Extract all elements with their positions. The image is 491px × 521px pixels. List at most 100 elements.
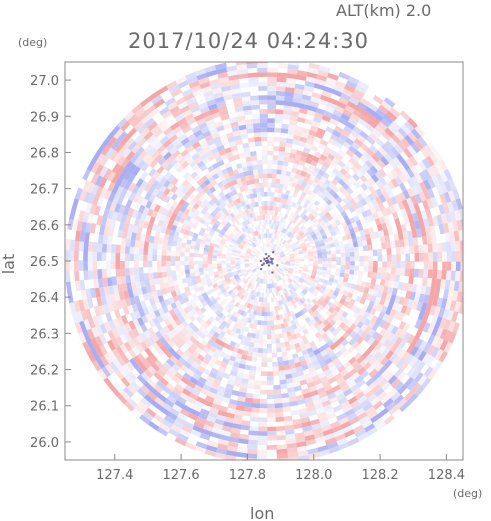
radar-cell [185, 243, 191, 249]
radar-cell [237, 182, 244, 188]
radar-cell [429, 153, 440, 165]
radar-cell [251, 274, 255, 279]
radar-cell [381, 292, 388, 300]
radar-cell [96, 368, 108, 381]
radar-cell [101, 268, 107, 279]
radar-cell [251, 232, 255, 238]
radar-cell [430, 346, 440, 359]
radar-cell [157, 206, 165, 215]
radar-cell [272, 292, 275, 298]
radar-cell [272, 243, 275, 249]
radar-cell [123, 290, 130, 300]
radar-cell [252, 280, 256, 285]
radar-cell [390, 274, 396, 282]
radar-cell [267, 219, 270, 225]
radar-cell [222, 297, 229, 304]
radar-cell [348, 242, 354, 249]
radar-cell [261, 311, 265, 317]
radar-cell [218, 245, 224, 250]
radar-cell [127, 348, 137, 359]
radar-cell [156, 266, 162, 273]
radar-cell [465, 261, 470, 272]
radar-cell [304, 216, 310, 223]
radar-cell [325, 106, 336, 114]
radar-cell [189, 264, 194, 270]
radar-cell [385, 350, 394, 360]
radar-cell [252, 300, 257, 306]
radar-cell [267, 293, 270, 298]
radar-cell [116, 355, 126, 367]
radar-cell [147, 185, 156, 195]
radar-cell [221, 256, 227, 259]
radar-cell [180, 269, 186, 275]
radar-cell [286, 73, 298, 80]
radar-cell [254, 286, 258, 292]
radar-cell [289, 344, 296, 351]
radar-cell [338, 117, 349, 126]
radar-cell [120, 260, 125, 269]
radar-cell [82, 179, 91, 192]
radar-cell [258, 311, 262, 316]
radar-cell [208, 143, 218, 151]
radar-cell [213, 285, 220, 291]
radar-cell [222, 357, 230, 365]
radar-cell [188, 321, 196, 329]
radar-cell [256, 272, 260, 277]
radar-cell [262, 168, 268, 174]
radar-cell [306, 347, 314, 354]
radar-cell [282, 223, 287, 229]
radar-cell [195, 133, 206, 142]
radar-cell [183, 349, 192, 358]
radar-cell [397, 140, 408, 152]
radar-cell [271, 352, 278, 358]
radar-cell [181, 292, 188, 299]
radar-cell [168, 134, 179, 143]
radar-cell [308, 164, 316, 171]
radar-cell [294, 240, 300, 245]
radar-cell [109, 149, 119, 161]
radar-cell [285, 273, 291, 278]
radar-cell [211, 196, 219, 203]
radar-cell [284, 373, 293, 380]
radar-cell [291, 167, 298, 174]
radar-cell [137, 400, 149, 412]
radar-cell [316, 283, 322, 289]
radar-cell [129, 267, 135, 276]
radar-cell [417, 350, 427, 362]
radar-cell [282, 277, 287, 282]
radar-cell [454, 209, 462, 222]
radar-cell [169, 424, 182, 434]
radar-cell [255, 329, 261, 335]
radar-cell [315, 132, 324, 140]
radar-cell [121, 282, 128, 292]
radar-cell [152, 371, 163, 381]
radar-cell [266, 376, 274, 381]
radar-cell [289, 152, 297, 159]
radar-cell [147, 266, 153, 274]
radar-cell [422, 294, 430, 305]
radar-cell [291, 314, 297, 320]
radar-cell [125, 198, 133, 209]
radar-cell [338, 240, 344, 246]
radar-cell [120, 245, 126, 254]
radar-cell [260, 380, 268, 386]
radar-cell [238, 391, 247, 398]
radar-cell [266, 458, 278, 460]
radar-cell [220, 361, 228, 369]
radar-cell [209, 345, 217, 353]
radar-cell [366, 168, 375, 178]
radar-cell [221, 237, 227, 243]
radar-cell [275, 255, 281, 258]
radar-cell [260, 278, 263, 284]
radar-cell [274, 118, 283, 124]
radar-cell [180, 353, 190, 362]
radar-cell [215, 414, 226, 422]
radar-cell [244, 214, 249, 220]
radar-cell [359, 286, 366, 293]
radar-cell [298, 160, 306, 167]
radar-cell [404, 268, 410, 277]
radar-cell [240, 315, 246, 322]
radar-cell [431, 325, 440, 337]
radar-cell [266, 371, 274, 377]
radar-cell [124, 109, 136, 121]
